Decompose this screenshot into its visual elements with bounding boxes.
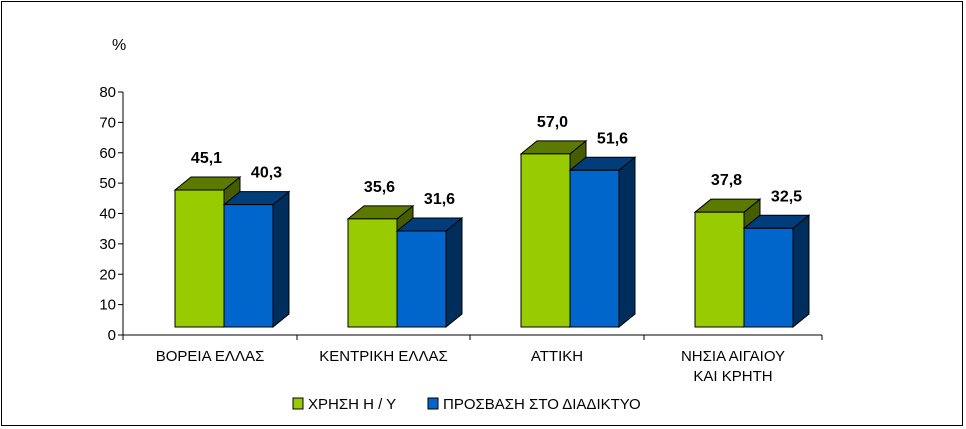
- data-label: 57,0: [537, 114, 568, 131]
- category-label: ΝΗΣΙΑ ΑΙΓΑΙΟΥ: [681, 348, 785, 365]
- bar-front-face: [174, 189, 225, 328]
- bars: [173, 139, 811, 329]
- data-label: 51,6: [597, 130, 628, 147]
- y-unit-label: %: [112, 37, 126, 54]
- bar-side-face: [272, 190, 290, 329]
- bar-front-face: [520, 153, 571, 328]
- category-label: ΚΑΙ ΚΡΗΤΗ: [693, 368, 772, 385]
- value-labels: 45,1 40,3 35,6 31,6 57,0 51,6 37,8 32,5: [191, 114, 802, 208]
- bar: [395, 216, 464, 329]
- data-label: 40,3: [251, 165, 282, 182]
- bar-front-face: [569, 169, 620, 328]
- legend-swatch: [427, 397, 439, 410]
- axes: 0 10 20 30 40 50 60 70 80: [99, 84, 823, 344]
- y-tick-label: 20: [99, 266, 116, 283]
- bar-front-face: [396, 230, 447, 328]
- bar: [222, 190, 291, 329]
- bar-front-face: [694, 211, 745, 328]
- category-labels: ΒΟΡΕΙΑ ΕΛΛΑΣ ΚΕΝΤΡΙΚΗ ΕΛΛΑΣ ΑΤΤΙΚΗ ΝΗΣΙΑ ΑΙ…: [156, 348, 785, 385]
- legend: ΧΡΗΣΗ Η / Υ ΠΡΟΣΒΑΣΗ ΣΤΟ ΔΙΑΔΙΚΤΥΟ: [292, 396, 641, 413]
- bar-front-face: [223, 204, 274, 328]
- bar: [742, 214, 811, 329]
- y-tick-label: 10: [99, 297, 116, 314]
- category-label: ΒΟΡΕΙΑ ΕΛΛΑΣ: [156, 348, 265, 365]
- category-label: ΚΕΝΤΡΙΚΗ ΕΛΛΑΣ: [319, 348, 448, 365]
- data-label: 31,6: [424, 191, 455, 208]
- y-tick-label: 80: [99, 84, 116, 101]
- data-label: 32,5: [771, 188, 802, 205]
- y-tick-label: 40: [99, 206, 116, 223]
- legend-label: ΧΡΗΣΗ Η / Υ: [308, 396, 396, 413]
- bar-front-face: [743, 227, 794, 328]
- data-label: 45,1: [191, 150, 222, 167]
- bar-side-face: [445, 216, 463, 329]
- bar-front-face: [347, 218, 398, 328]
- bar-side-face: [618, 156, 636, 329]
- y-tick-label: 70: [99, 114, 116, 131]
- legend-swatch: [292, 397, 304, 410]
- bar: [568, 156, 637, 329]
- y-tick-label: 50: [99, 175, 116, 192]
- y-tick-label: 60: [99, 145, 116, 162]
- data-label: 37,8: [711, 172, 742, 189]
- bar-side-face: [792, 214, 810, 329]
- category-label: ΑΤΤΙΚΗ: [531, 348, 583, 365]
- y-tick-label: 30: [99, 236, 116, 253]
- legend-label: ΠΡΟΣΒΑΣΗ ΣΤΟ ΔΙΑΔΙΚΤΥΟ: [443, 396, 641, 413]
- data-label: 35,6: [364, 179, 395, 196]
- y-tick-label: 0: [108, 327, 116, 344]
